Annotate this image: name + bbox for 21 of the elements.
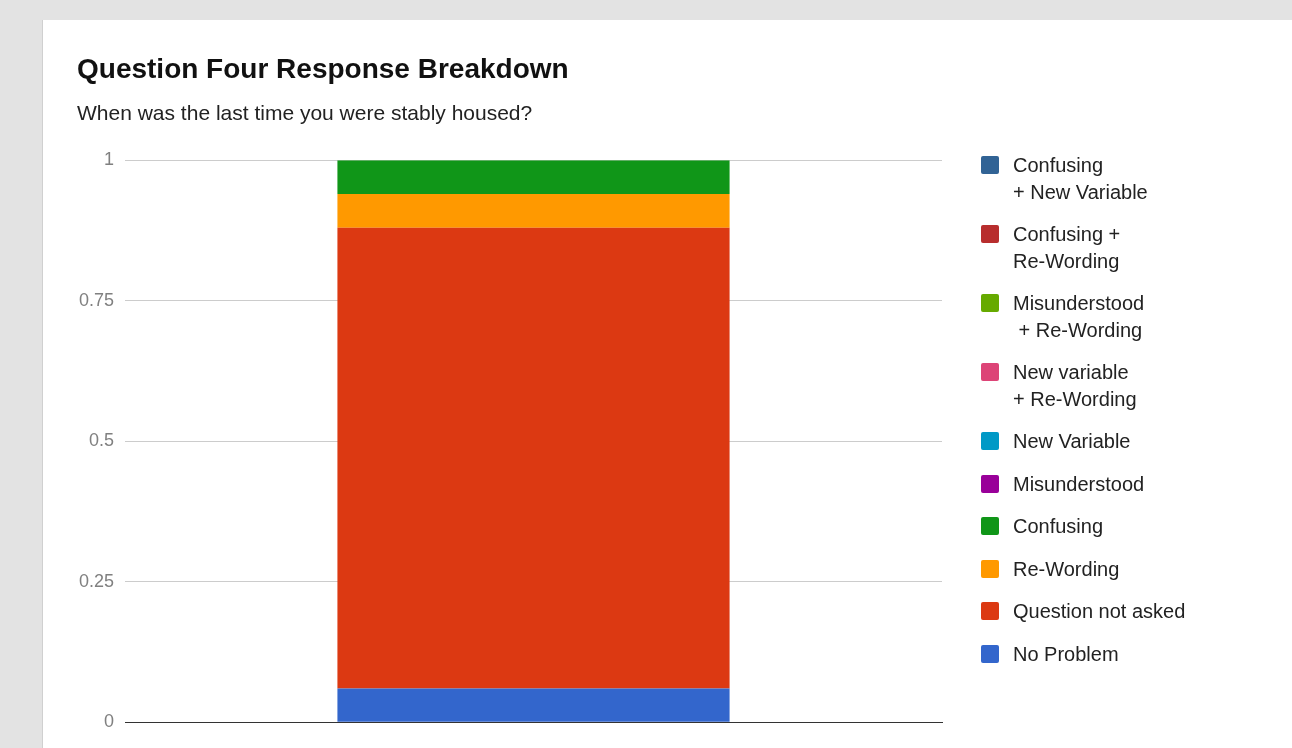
y-tick-label: 0.5 xyxy=(88,430,114,451)
bar xyxy=(337,688,730,722)
legend-label: No Problem xyxy=(1013,641,1119,667)
y-tick-label: 1 xyxy=(103,149,114,170)
legend-label: Re-Wording xyxy=(1013,556,1120,582)
legend-label: Confusing xyxy=(1013,514,1104,539)
legend-label: New Variable xyxy=(1013,429,1131,454)
y-tick-label: 0.25 xyxy=(78,570,114,591)
legend-label: Question not asked xyxy=(1013,599,1186,624)
chart-title: Question Four Response Breakdown xyxy=(77,53,569,84)
legend-label: Misunderstood xyxy=(1013,471,1145,497)
chart-subtitle: When was the last time you were stably housed? xyxy=(77,101,533,124)
legend-label: New variable + Re-Wording xyxy=(1013,360,1137,412)
y-tick-label: 0 xyxy=(103,711,114,732)
legend-label: Misunderstood + Re-Wording xyxy=(1013,291,1145,343)
legend-label: Confusing + New Variable xyxy=(1013,153,1148,205)
bar xyxy=(337,160,730,194)
y-tick-label: 0.75 xyxy=(78,289,114,310)
legend-label: Confusing + Re-Wording xyxy=(1013,222,1121,274)
bar xyxy=(337,193,730,228)
bar xyxy=(337,227,730,689)
